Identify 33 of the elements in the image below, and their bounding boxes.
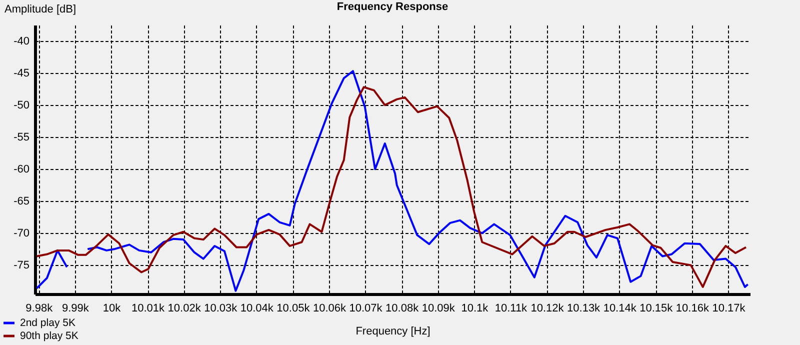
x-tick-label: 10.16k: [676, 302, 710, 314]
x-tick-label: 10.04k: [240, 302, 274, 314]
chart-title: Frequency Response: [336, 1, 448, 13]
y-tick-label: -55: [14, 132, 30, 144]
x-axis-title: Frequency [Hz]: [356, 326, 430, 338]
y-tick-label: -75: [14, 260, 30, 272]
x-tick-label: 10.12k: [530, 302, 564, 314]
x-tick-label: 10.01k: [131, 302, 166, 314]
x-tick-label: 10.05k: [276, 302, 310, 314]
x-tick-label: 10.14k: [603, 302, 637, 314]
x-tick-label: 9.99k: [62, 302, 90, 314]
legend-label: 2nd play 5K: [20, 317, 76, 329]
x-tick-label: 10.02k: [168, 302, 202, 314]
x-tick-label: 10.13k: [567, 302, 601, 314]
x-tick-label: 10.06k: [312, 302, 346, 314]
x-tick-label: 10.11k: [494, 302, 528, 314]
x-tick-label: 10.1k: [461, 302, 489, 314]
x-tick-label: 10.09k: [422, 302, 456, 314]
legend-label: 90th play 5K: [20, 330, 78, 342]
y-tick-label: -70: [14, 228, 30, 240]
y-tick-label: -60: [14, 164, 30, 176]
x-tick-label: 10.15k: [640, 302, 674, 314]
y-tick-label: -40: [14, 36, 30, 48]
x-tick-label: 10.03k: [204, 302, 238, 314]
x-tick-label: 9.98k: [26, 302, 54, 314]
x-tick-label: 10.07k: [349, 302, 383, 314]
x-tick-label: 10.17k: [712, 302, 746, 314]
x-tick-label: 10k: [102, 302, 122, 314]
y-tick-label: -65: [14, 196, 30, 208]
x-tick-label: 10.08k: [386, 302, 420, 314]
y-tick-label: -50: [14, 100, 30, 112]
y-axis-title: Amplitude [dB]: [4, 4, 76, 16]
y-tick-label: -45: [14, 68, 30, 80]
